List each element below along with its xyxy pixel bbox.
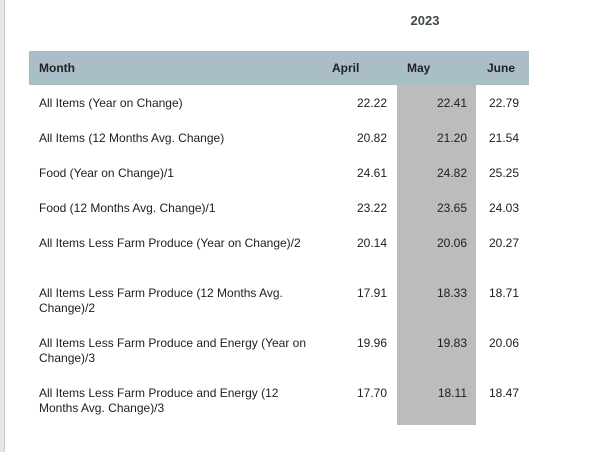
april-value: 24.61 — [356, 166, 387, 180]
header-june: June — [487, 61, 516, 75]
may-value: 20.06 — [436, 236, 467, 250]
june-value: 20.27 — [488, 236, 519, 250]
april-value: 19.96 — [356, 336, 387, 350]
row-label: All Items Less Farm Produce and Energy (… — [39, 386, 279, 415]
april-value: 17.91 — [356, 286, 387, 300]
row-label: All Items (Year on Change) — [39, 96, 183, 110]
april-value: 22.22 — [356, 96, 387, 110]
june-value: 21.54 — [488, 131, 519, 145]
row-label: All Items Less Farm Produce and Energy (… — [39, 336, 307, 365]
row-label: Food (Year on Change)/1 — [39, 166, 174, 180]
june-value: 18.47 — [488, 386, 519, 400]
may-value: 24.82 — [436, 166, 467, 180]
row-label: All Items Less Farm Produce (12 Months A… — [39, 286, 283, 315]
april-value: 20.82 — [356, 131, 387, 145]
row-label: All Items (12 Months Avg. Change) — [39, 131, 225, 145]
june-value: 22.79 — [488, 96, 519, 110]
april-value: 23.22 — [356, 201, 387, 215]
june-value: 24.03 — [488, 201, 519, 215]
page-edge-divider — [0, 0, 5, 452]
row-label: Food (12 Months Avg. Change)/1 — [39, 201, 216, 215]
april-value: 20.14 — [356, 236, 387, 250]
april-value: 17.70 — [356, 386, 387, 400]
june-value: 25.25 — [488, 166, 519, 180]
may-value: 18.11 — [437, 386, 467, 400]
may-column-highlight — [397, 85, 476, 425]
row-label: All Items Less Farm Produce (Year on Cha… — [39, 236, 301, 250]
header-may: May — [407, 61, 431, 75]
table-header-row: Month April May June — [29, 51, 529, 85]
may-value: 19.83 — [436, 336, 467, 350]
june-value: 20.06 — [488, 336, 519, 350]
june-value: 18.71 — [488, 286, 519, 300]
may-value: 23.65 — [436, 201, 467, 215]
may-value: 18.33 — [436, 286, 467, 300]
may-value: 21.20 — [436, 131, 467, 145]
may-value: 22.41 — [436, 96, 467, 110]
header-month: Month — [39, 61, 75, 75]
header-april: April — [332, 61, 360, 75]
year-label: 2023 — [410, 13, 440, 28]
